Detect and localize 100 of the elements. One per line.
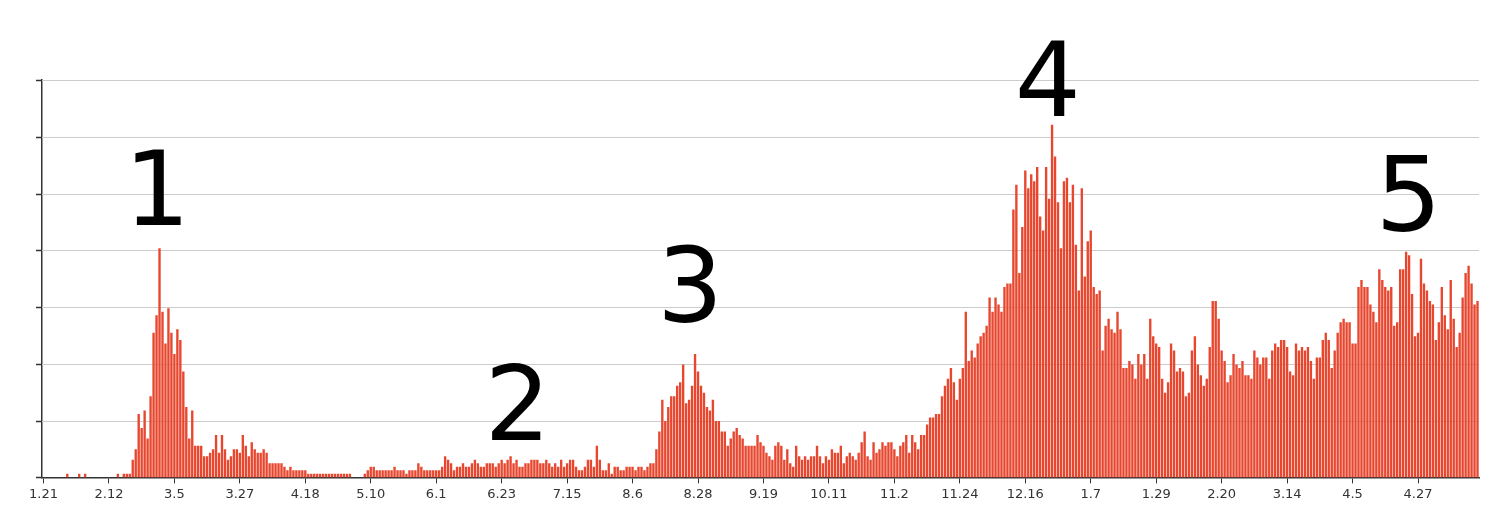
bar: [399, 470, 402, 478]
bar: [741, 438, 744, 478]
bar: [1128, 361, 1131, 478]
annotation: 3: [657, 225, 724, 348]
bar: [777, 442, 780, 478]
bar: [1116, 311, 1119, 478]
bar: [271, 463, 274, 478]
bar: [1131, 364, 1134, 478]
bar: [979, 336, 982, 478]
x-tick-label: 3.27: [225, 485, 255, 501]
bar: [768, 456, 771, 478]
x-tick-label: 1.7: [1080, 485, 1102, 501]
bar: [1253, 350, 1256, 478]
bar: [890, 442, 893, 478]
bar: [1342, 318, 1345, 478]
bar: [649, 463, 652, 478]
bar: [408, 470, 411, 478]
bar: [176, 329, 179, 478]
bar: [872, 442, 875, 478]
bar: [637, 466, 640, 478]
bar: [387, 470, 390, 478]
bar: [143, 410, 146, 478]
bar: [262, 449, 265, 478]
x-tick-label: 4.27: [1403, 485, 1433, 501]
bar: [533, 459, 536, 478]
bar: [1348, 322, 1351, 478]
bar: [417, 463, 420, 478]
x-tick-label: 11.24: [941, 485, 979, 501]
x-tick-label: 3.5: [164, 485, 185, 501]
bar: [527, 463, 530, 478]
bar: [1003, 286, 1006, 478]
bar: [661, 399, 664, 478]
bar: [277, 463, 280, 478]
bar: [1467, 265, 1470, 478]
bar: [1232, 353, 1235, 478]
x-tick-label: 6.23: [487, 485, 517, 501]
bar: [750, 445, 753, 478]
x-tick-label: 7.15: [552, 485, 582, 501]
bar: [1006, 283, 1009, 478]
bar: [286, 470, 289, 478]
annotation: 2: [484, 342, 551, 465]
bar: [402, 470, 405, 478]
bar: [405, 473, 408, 478]
bar: [1360, 279, 1363, 478]
x-tick-label: 4.18: [290, 485, 320, 501]
bar: [774, 445, 777, 478]
bar: [530, 459, 533, 478]
x-tick-label: 2.12: [94, 485, 124, 501]
bar: [274, 463, 277, 478]
x-tick-label: 9.19: [749, 485, 778, 501]
bar: [167, 308, 170, 478]
bar: [1241, 361, 1244, 478]
bar: [625, 466, 628, 478]
bar: [292, 470, 295, 478]
bar: [289, 466, 292, 478]
bar: [988, 297, 991, 478]
x-tick-label: 6.1: [425, 485, 447, 501]
bar: [887, 442, 890, 478]
x-tick-label: 8.28: [683, 485, 713, 501]
bar: [780, 445, 783, 478]
annotation: 4: [1014, 18, 1081, 141]
bar: [646, 466, 649, 478]
bar: [863, 431, 866, 478]
x-tick-label: 3.14: [1272, 485, 1302, 501]
bar: [884, 445, 887, 478]
bar: [515, 459, 518, 478]
bar: [619, 470, 622, 478]
bar: [280, 463, 283, 478]
x-tick-label: 11.2: [879, 485, 909, 501]
bar: [265, 452, 268, 478]
bar: [542, 463, 545, 478]
bar: [631, 466, 634, 478]
x-tick-label: 8.6: [622, 485, 643, 501]
bar: [640, 466, 643, 478]
bar: [158, 248, 161, 478]
bar: [1015, 184, 1018, 478]
bar: [747, 445, 750, 478]
bar: [762, 445, 765, 478]
bar: [1378, 269, 1381, 478]
bar: [1247, 375, 1250, 478]
bar: [634, 470, 637, 478]
bar: [1137, 353, 1140, 478]
bar: [283, 466, 286, 478]
bar: [1098, 290, 1101, 478]
x-tick-label: 10.11: [810, 485, 848, 501]
bar: [384, 470, 387, 478]
bar: [643, 470, 646, 478]
bar: [1476, 301, 1479, 478]
x-tick-label: 2.20: [1207, 485, 1237, 501]
annotation: 1: [123, 127, 191, 250]
x-tick-label: 1.21: [29, 485, 58, 501]
bar: [539, 463, 542, 478]
bar: [411, 470, 414, 478]
bar: [881, 442, 884, 478]
bar: [994, 297, 997, 478]
bar: [1366, 286, 1369, 478]
bar: [524, 463, 527, 478]
bar: [1345, 322, 1348, 478]
bar: [298, 470, 301, 478]
bar: [536, 459, 539, 478]
